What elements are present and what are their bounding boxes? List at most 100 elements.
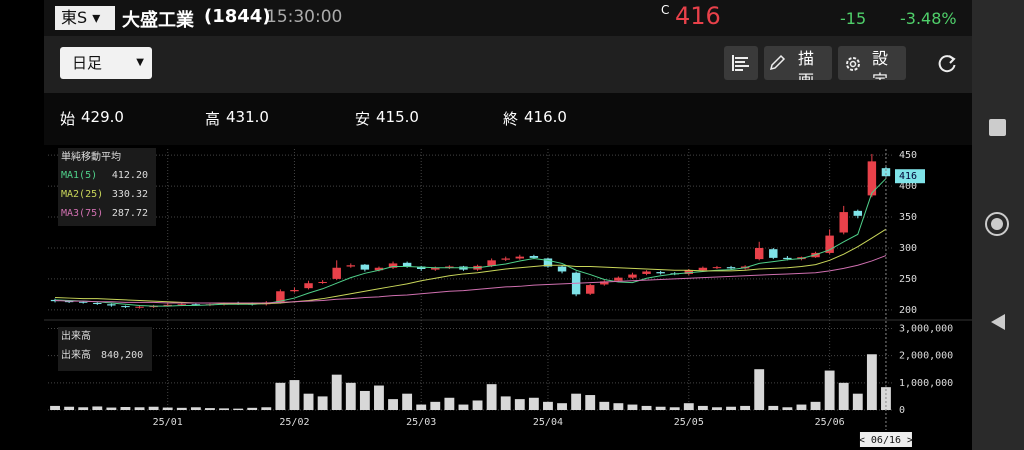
settings-label: 設定	[872, 49, 895, 80]
draw-label: 描画	[798, 49, 821, 80]
x-tick-label: 25/01	[153, 417, 183, 428]
volume-bar	[374, 385, 384, 410]
volume-bar	[345, 382, 356, 410]
volume-bar	[359, 390, 370, 410]
candle-body	[839, 212, 848, 233]
candle-body	[656, 272, 665, 274]
volume-bar	[740, 405, 751, 410]
volume-bar	[838, 382, 849, 410]
x-tick-label: 25/06	[815, 417, 845, 428]
ohlc-value: 429.0	[81, 108, 124, 126]
volume-bar	[134, 407, 145, 410]
x-tick-label: 25/03	[406, 417, 436, 428]
volume-bar	[613, 403, 624, 410]
nav-bar	[972, 0, 1024, 450]
y-tick-label: 250	[899, 274, 917, 285]
draw-button[interactable]: 描画	[764, 46, 832, 80]
candle-body	[628, 274, 637, 278]
volume-bar	[275, 382, 286, 410]
volume-bar	[641, 405, 652, 410]
volume-bar	[655, 406, 666, 410]
candle-body	[501, 258, 510, 260]
candle-body	[783, 257, 792, 260]
volume-bar	[585, 395, 596, 410]
chart: 25/01 25/02 25/03 25/04 25/05 25/06 200 250 300 3…	[44, 148, 972, 447]
y-tick-label: 300	[899, 243, 917, 254]
ohlc-label: 安	[355, 110, 371, 128]
back-button[interactable]	[988, 312, 1008, 332]
volume-bar	[852, 393, 863, 410]
volume-title: 出来高	[61, 329, 91, 342]
candle-body	[431, 267, 440, 270]
period: 日足	[72, 54, 103, 72]
candle-body	[600, 281, 609, 285]
ma-line	[55, 178, 887, 307]
volume-bar	[148, 406, 159, 410]
volume-bar	[190, 407, 201, 410]
price-tag-label: 416	[899, 171, 917, 182]
volume-bar	[388, 399, 398, 410]
volume-bar	[176, 407, 187, 410]
y-tick-label: 0	[899, 405, 905, 416]
volume-bar	[205, 408, 215, 410]
home-button[interactable]	[985, 212, 1009, 236]
volume-bar	[683, 403, 694, 410]
legend-box	[58, 327, 152, 371]
candle-body	[712, 267, 722, 269]
candle-body	[825, 235, 834, 253]
legend-name: MA2(25)	[61, 189, 103, 200]
change-pct: -3.48%	[900, 9, 957, 28]
volume-bar	[219, 408, 229, 410]
indicator-button[interactable]	[724, 46, 758, 80]
ohlc-bar: 始 429.0 高 431.0 安 415.0 終 416.0	[44, 93, 972, 145]
candle-body	[754, 247, 764, 260]
volume-bar	[92, 406, 103, 410]
volume-bar	[416, 404, 427, 410]
ohlc-value: 415.0	[376, 108, 419, 126]
volume-bar	[557, 403, 567, 410]
candle-body	[585, 285, 595, 294]
y-tick-label: 450	[899, 150, 917, 161]
recents-button[interactable]	[989, 119, 1006, 136]
price: 416	[675, 2, 721, 30]
candle-body	[416, 266, 426, 269]
volume-bar	[120, 407, 131, 410]
volume-bar	[289, 380, 300, 410]
legend-name: MA3(75)	[61, 208, 103, 219]
market-select[interactable]: 東S ▾	[55, 6, 115, 30]
legend-box	[58, 148, 156, 226]
legend-value: 330.32	[112, 189, 148, 200]
x-tick-label: 25/04	[533, 417, 563, 428]
volume-bar	[754, 369, 765, 410]
candle-body	[346, 265, 356, 267]
volume-bar	[824, 370, 835, 410]
y-tick-label: 1,000,000	[899, 378, 953, 389]
candle-body	[867, 161, 877, 196]
icon	[769, 54, 786, 71]
volume-bar	[458, 404, 469, 410]
volume-bar	[500, 396, 511, 410]
icon	[732, 55, 749, 71]
candle-body	[121, 306, 130, 308]
volume-bar	[444, 397, 455, 410]
period-select[interactable]: 日足 ▼	[60, 47, 152, 79]
y-tick-label: 200	[899, 305, 917, 316]
ma-line	[55, 228, 887, 305]
volume-bar	[233, 408, 244, 410]
volume-bar	[627, 404, 638, 410]
cursor-label: < 06/16 >	[859, 435, 913, 446]
time: 15:30:00	[266, 7, 343, 27]
market: 東S	[61, 8, 88, 27]
candle-body	[93, 303, 102, 305]
refresh-button[interactable]	[936, 53, 958, 75]
price-prefix: C	[661, 3, 670, 17]
volume-bar	[486, 384, 497, 410]
volume-bar	[697, 405, 708, 410]
volume-bar	[78, 407, 89, 410]
candle-body	[50, 299, 60, 302]
y-tick-label: 3,000,000	[899, 323, 953, 334]
settings-button[interactable]: 設定	[838, 46, 906, 80]
volume-bar	[514, 399, 525, 410]
volume-bar	[810, 401, 821, 410]
